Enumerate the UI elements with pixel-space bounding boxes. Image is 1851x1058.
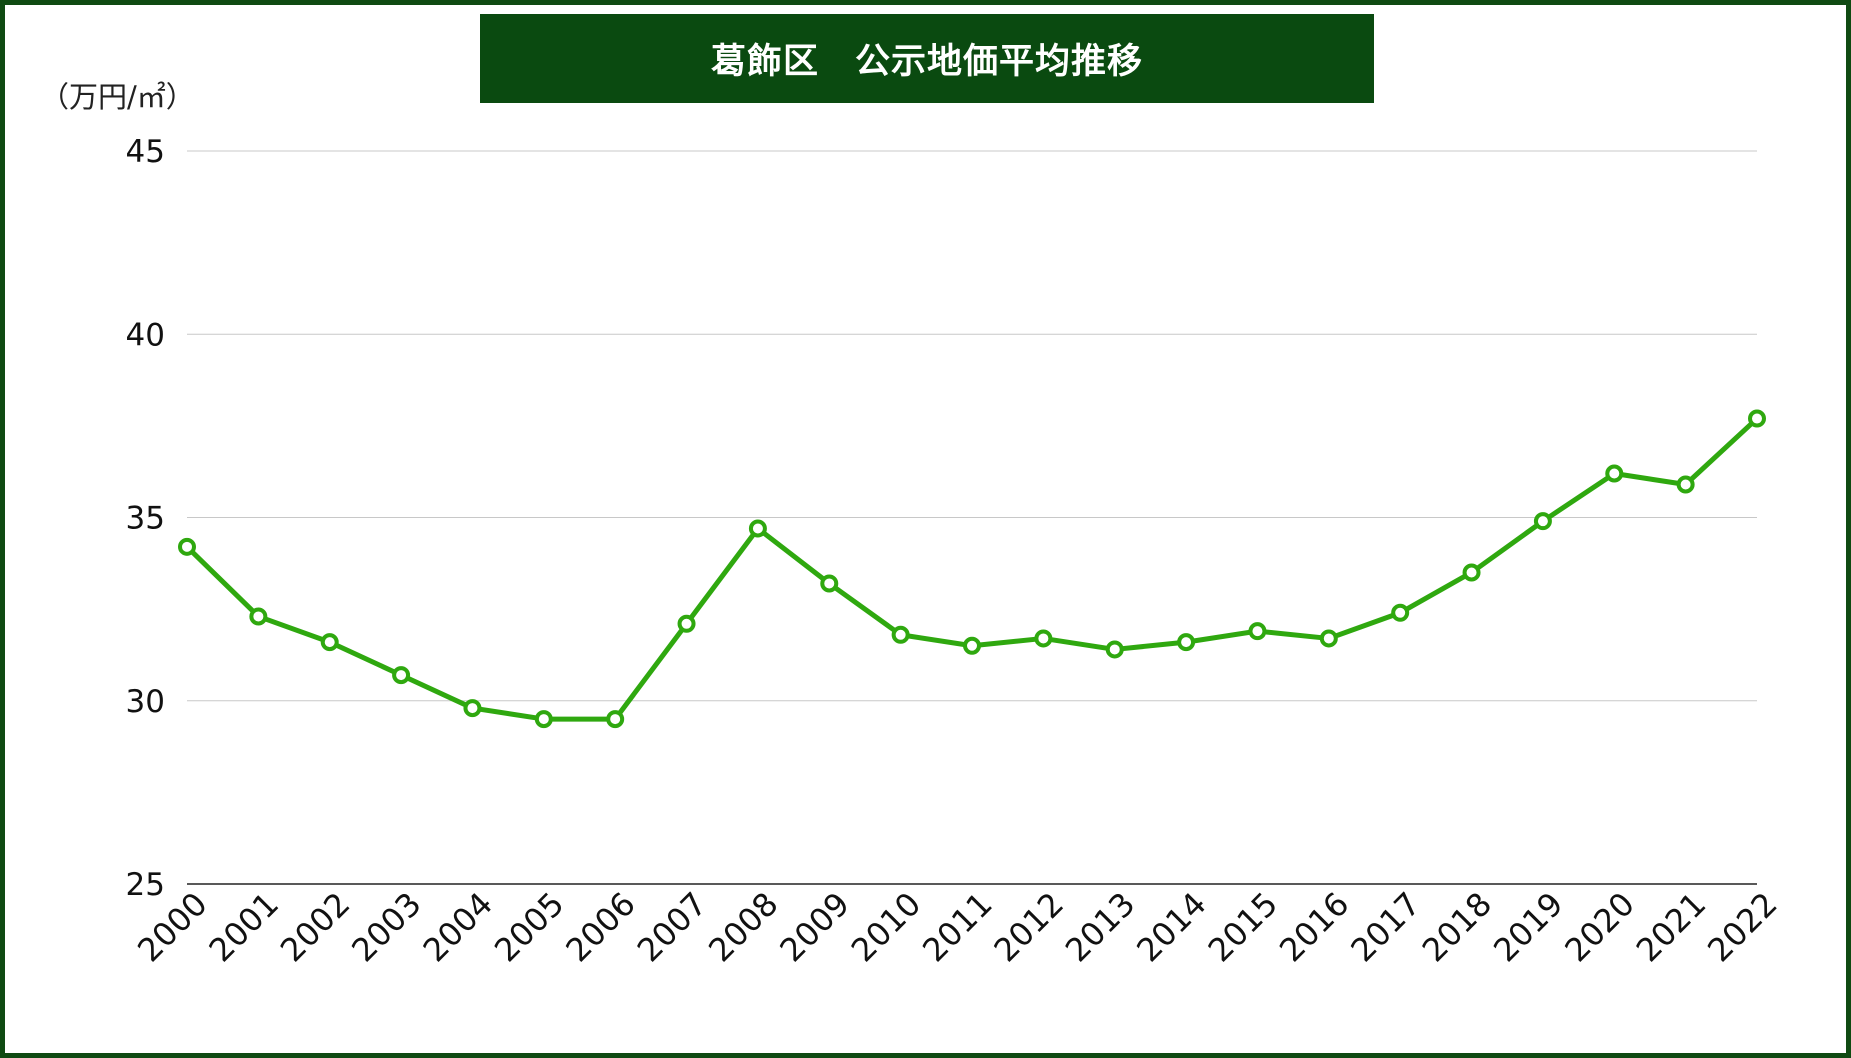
chart-title-bar: 葛飾区 公示地価平均推移 xyxy=(480,14,1374,103)
data-point-marker xyxy=(606,710,625,729)
data-point-marker xyxy=(677,614,696,633)
series-line xyxy=(185,416,1759,722)
x-tick-label: 2011 xyxy=(915,885,999,969)
x-tick-label: 2007 xyxy=(630,885,714,969)
x-tick-label: 2022 xyxy=(1700,885,1784,969)
x-tick-label: 2014 xyxy=(1129,885,1213,969)
x-tick-label: 2020 xyxy=(1557,885,1641,969)
x-tick-label: 2010 xyxy=(844,885,928,969)
y-tick-label: 30 xyxy=(126,684,165,720)
data-point-marker xyxy=(534,710,553,729)
y-tick-label: 45 xyxy=(126,134,165,170)
data-point-marker xyxy=(1462,563,1481,582)
data-point-marker xyxy=(1319,629,1338,648)
y-tick-label: 25 xyxy=(126,867,165,903)
data-point-marker xyxy=(249,607,268,626)
data-point-marker xyxy=(1676,475,1695,494)
x-tick-label: 2001 xyxy=(202,885,286,969)
chart-title: 葛飾区 公示地価平均推移 xyxy=(710,42,1143,82)
data-point-marker xyxy=(1748,409,1766,428)
x-tick-label: 2013 xyxy=(1058,885,1142,969)
data-point-marker xyxy=(1391,603,1410,622)
data-point-marker xyxy=(748,519,767,538)
data-points xyxy=(178,409,1766,729)
data-point-marker xyxy=(320,633,339,652)
y-axis-unit-label: （万円/㎡） xyxy=(40,80,195,114)
x-axis-ticks: 2000200120022003200420052006200720082009… xyxy=(130,885,1784,969)
x-tick-label: 2021 xyxy=(1629,885,1713,969)
data-point-marker xyxy=(178,537,196,556)
data-point-marker xyxy=(963,636,981,655)
x-tick-label: 2017 xyxy=(1343,885,1427,969)
x-tick-label: 2005 xyxy=(487,885,571,969)
series-line-path xyxy=(185,416,1759,722)
data-point-marker xyxy=(392,666,411,685)
y-tick-label: 40 xyxy=(126,317,165,353)
x-tick-label: 2015 xyxy=(1201,885,1285,969)
y-axis-ticks: 25 30 35 40 45 xyxy=(126,134,165,903)
x-tick-label: 2012 xyxy=(987,885,1071,969)
x-tick-label: 2016 xyxy=(1272,885,1356,969)
x-tick-label: 2018 xyxy=(1415,885,1499,969)
gridlines xyxy=(187,150,1757,885)
x-tick-label: 2009 xyxy=(772,885,856,969)
data-point-marker xyxy=(1605,464,1624,483)
data-point-marker xyxy=(820,574,839,593)
data-point-marker xyxy=(463,699,482,718)
x-tick-label: 2002 xyxy=(273,885,357,969)
x-tick-label: 2003 xyxy=(344,885,428,969)
data-point-marker xyxy=(1177,633,1196,652)
data-point-marker xyxy=(1533,512,1552,531)
x-tick-label: 2008 xyxy=(701,885,785,969)
x-tick-label: 2019 xyxy=(1486,885,1570,969)
data-point-marker xyxy=(1105,640,1124,659)
x-tick-label: 2006 xyxy=(558,885,642,969)
y-tick-label: 35 xyxy=(126,501,165,537)
data-point-marker xyxy=(1034,629,1053,648)
data-point-marker xyxy=(1248,622,1267,641)
data-point-marker xyxy=(891,625,910,644)
x-tick-label: 2004 xyxy=(416,885,500,969)
